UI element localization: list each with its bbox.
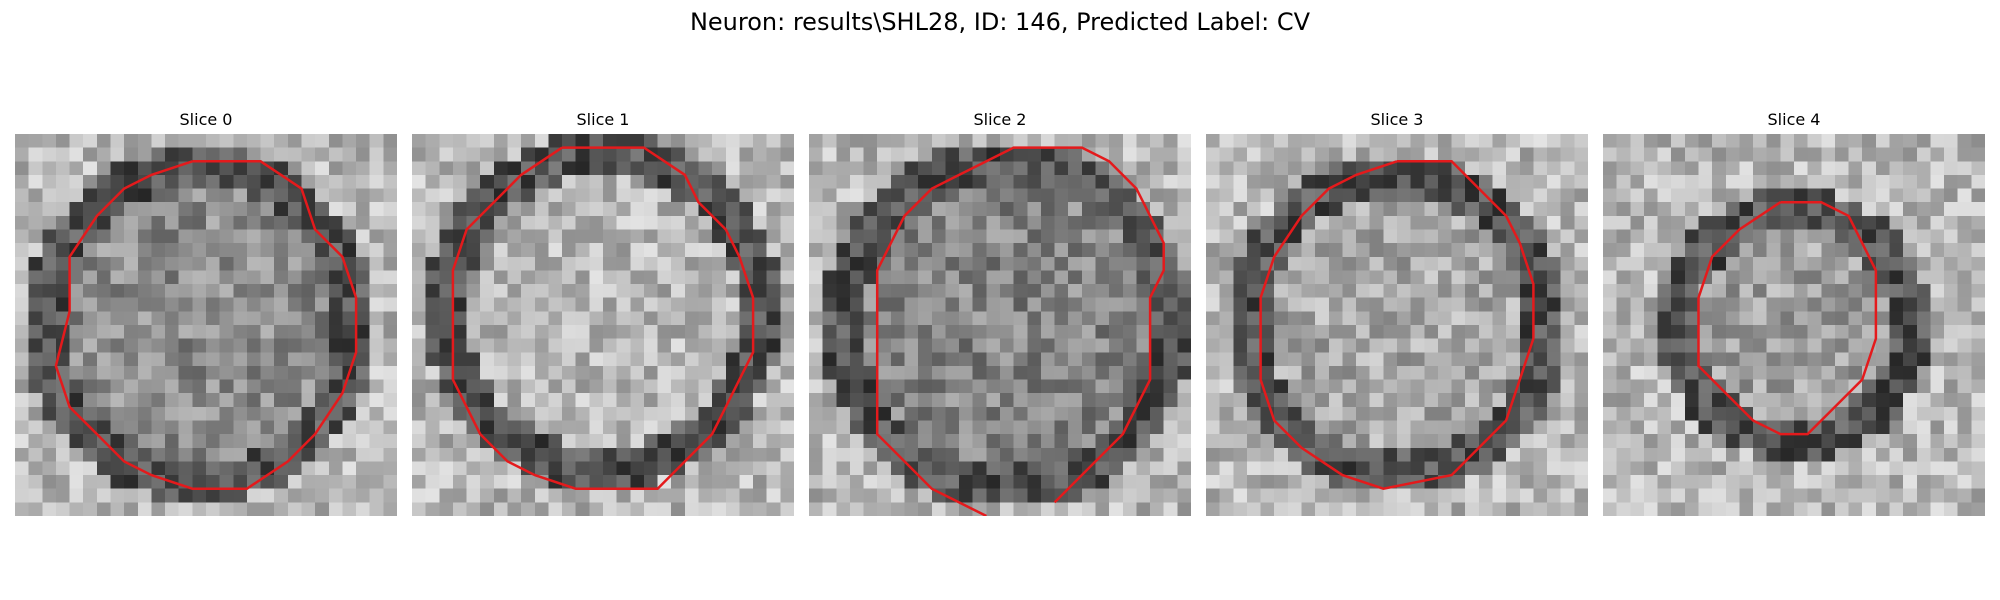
pixel-grid: [412, 134, 794, 516]
slice-panel-3: Slice 3: [1206, 110, 1588, 518]
segmentation-contour: [1697, 200, 1878, 436]
slice-pixel-map: [412, 134, 794, 516]
pixel-grid: [809, 134, 1191, 516]
pixel-grid: [15, 134, 397, 516]
slice-image-3: [1206, 134, 1588, 518]
slice-panel-0: Slice 0: [15, 110, 397, 518]
segmentation-contour: [1259, 160, 1535, 490]
segmentation-contour: [451, 146, 755, 490]
segmentation-contour: [54, 160, 358, 490]
slice-image-1: [412, 134, 794, 518]
slice-image-2: [809, 134, 1191, 518]
slice-title: Slice 2: [973, 110, 1027, 129]
slice-pixel-map: [1603, 134, 1985, 516]
slice-title: Slice 1: [576, 110, 630, 129]
slice-pixel-map: [809, 134, 1191, 516]
slice-pixel-map: [1206, 134, 1588, 516]
slice-panel-4: Slice 4: [1603, 110, 1985, 518]
slice-title: Slice 4: [1767, 110, 1821, 129]
slice-image-4: [1603, 134, 1985, 518]
pixel-grid: [1206, 134, 1588, 516]
slice-panel-1: Slice 1: [412, 110, 794, 518]
slice-title: Slice 3: [1370, 110, 1424, 129]
slice-panel-2: Slice 2: [809, 110, 1191, 518]
slice-pixel-map: [15, 134, 397, 516]
segmentation-contour: [875, 146, 1165, 516]
figure-title: Neuron: results\SHL28, ID: 146, Predicte…: [689, 8, 1311, 36]
slice-title: Slice 0: [179, 110, 233, 129]
slice-image-0: [15, 134, 397, 518]
pixel-grid: [1603, 134, 1985, 516]
